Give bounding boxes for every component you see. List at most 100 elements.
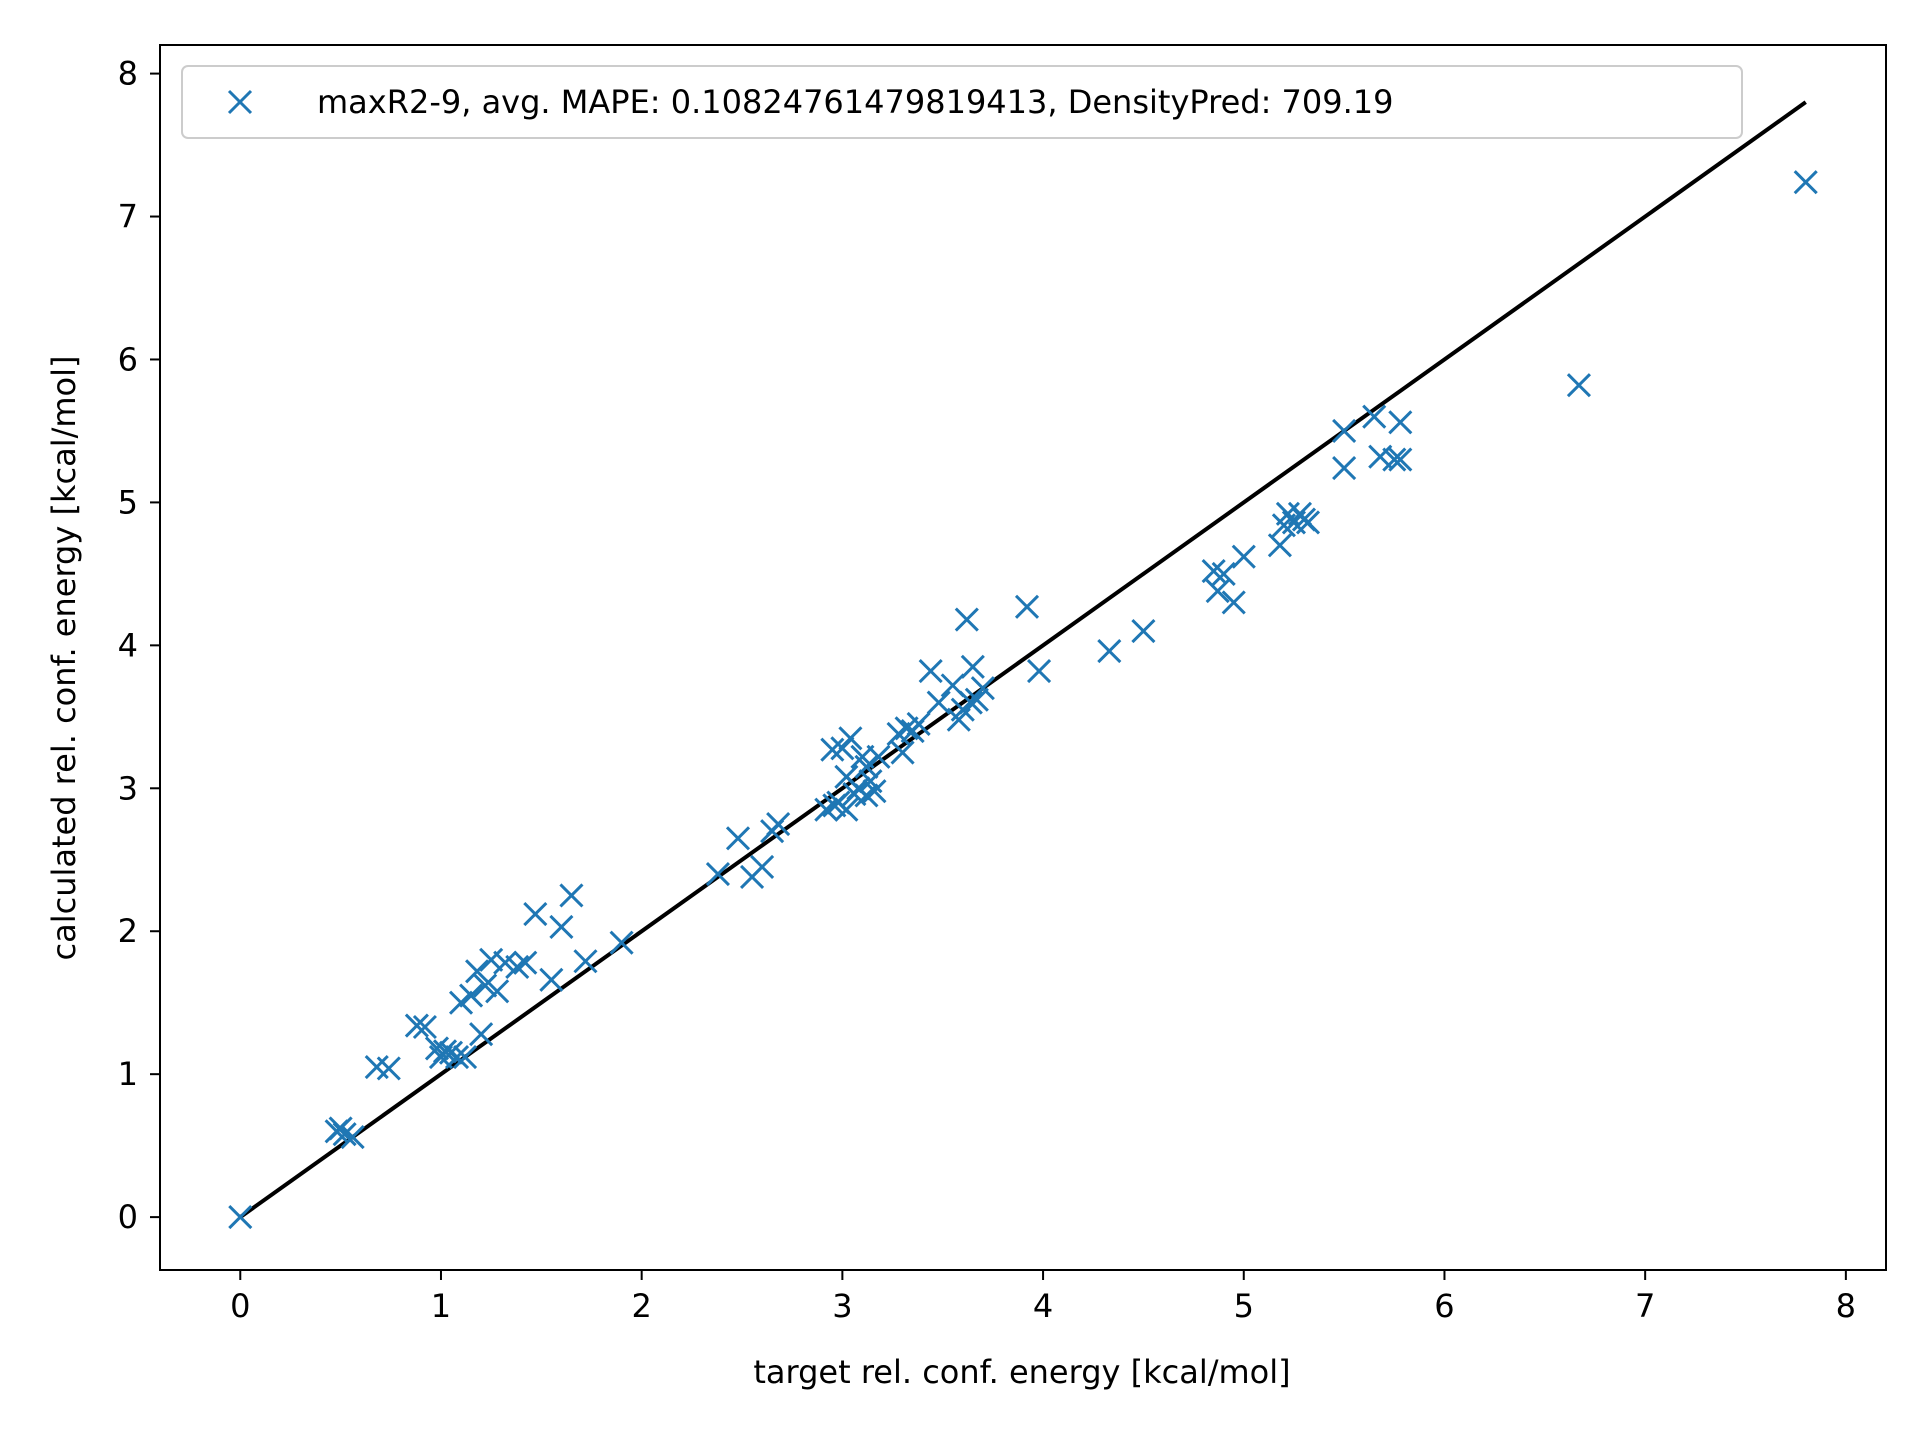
data-point-stroke bbox=[1388, 410, 1413, 435]
y-tick-label: 2 bbox=[118, 912, 138, 950]
data-point bbox=[970, 676, 995, 701]
data-point bbox=[559, 883, 584, 908]
data-point bbox=[523, 902, 548, 927]
data-point-stroke bbox=[473, 973, 498, 998]
data-point-stroke bbox=[452, 1044, 478, 1070]
data-point-stroke bbox=[958, 690, 983, 715]
data-point bbox=[1332, 418, 1357, 443]
y-tick-label: 5 bbox=[118, 483, 138, 521]
data-point bbox=[838, 726, 863, 751]
data-point-stroke bbox=[1221, 590, 1246, 615]
data-point bbox=[452, 1044, 478, 1070]
data-point bbox=[573, 949, 598, 974]
legend: maxR2-9, avg. MAPE: 0.10824761479819413,… bbox=[181, 65, 1743, 139]
y-tick-label: 6 bbox=[118, 340, 138, 378]
data-point bbox=[1332, 456, 1357, 481]
data-point bbox=[485, 979, 510, 1004]
data-point bbox=[1097, 639, 1122, 664]
data-point bbox=[376, 1056, 401, 1081]
data-point-stroke bbox=[340, 1125, 365, 1150]
data-point-stroke bbox=[918, 659, 943, 684]
x-tick-label: 6 bbox=[1434, 1287, 1454, 1325]
data-point-stroke bbox=[1362, 404, 1387, 429]
data-point-stroke bbox=[432, 1039, 458, 1064]
data-point-stroke bbox=[1131, 618, 1156, 644]
data-point bbox=[725, 826, 751, 851]
data-point bbox=[432, 1039, 458, 1064]
data-point-stroke bbox=[814, 797, 839, 822]
ticks-layer: 0 1 2 3 4 5 6 7 8 0 1 2 3 4 5 6 7 8 bbox=[118, 44, 1887, 1325]
data-point bbox=[465, 959, 490, 984]
y-tick-label: 4 bbox=[118, 626, 138, 664]
data-point bbox=[505, 954, 530, 980]
data-point bbox=[820, 737, 845, 762]
y-axis-label: calculated rel. conf. energy [kcal/mol] bbox=[45, 356, 83, 961]
data-point-stroke bbox=[609, 930, 634, 955]
data-point-stroke bbox=[954, 607, 979, 632]
data-point bbox=[1388, 410, 1413, 435]
data-point-stroke bbox=[424, 1036, 450, 1061]
data-point-stroke bbox=[834, 764, 859, 789]
data-point-stroke bbox=[834, 797, 859, 822]
data-point bbox=[609, 930, 634, 955]
data-point bbox=[444, 1044, 470, 1070]
data-point-stroke bbox=[970, 676, 995, 701]
data-point bbox=[906, 711, 931, 737]
y-tick-label: 1 bbox=[118, 1055, 138, 1093]
data-point bbox=[473, 973, 498, 998]
data-point bbox=[1267, 533, 1292, 558]
data-point bbox=[964, 687, 989, 712]
data-point bbox=[1131, 618, 1156, 644]
data-point-stroke bbox=[766, 811, 791, 837]
data-point bbox=[766, 811, 791, 837]
data-point-stroke bbox=[906, 711, 931, 737]
y-tick-label: 8 bbox=[118, 55, 138, 93]
x-tick-label: 2 bbox=[631, 1287, 651, 1325]
data-point-stroke bbox=[376, 1056, 401, 1081]
data-point bbox=[1295, 510, 1321, 535]
data-point-stroke bbox=[469, 1022, 494, 1047]
data-point-stroke bbox=[1275, 501, 1300, 526]
data-point-stroke bbox=[820, 737, 845, 762]
data-point bbox=[404, 1013, 429, 1038]
x-axis-label: target rel. conf. energy [kcal/mol] bbox=[753, 1353, 1290, 1391]
x-tick-label: 4 bbox=[1033, 1287, 1053, 1325]
data-point bbox=[958, 690, 983, 715]
data-point bbox=[866, 744, 891, 769]
data-point-stroke bbox=[858, 769, 883, 794]
data-point-stroke bbox=[940, 673, 965, 698]
data-point-stroke bbox=[862, 779, 887, 804]
data-point-stroke bbox=[523, 902, 548, 927]
data-point bbox=[854, 783, 879, 808]
data-point-stroke bbox=[404, 1013, 429, 1038]
data-point bbox=[549, 914, 574, 940]
data-point bbox=[469, 1022, 494, 1047]
data-point bbox=[814, 797, 839, 822]
x-tick-label: 5 bbox=[1234, 1287, 1254, 1325]
data-point bbox=[1221, 590, 1246, 615]
data-point bbox=[1205, 578, 1230, 604]
data-point-stroke bbox=[964, 687, 989, 712]
x-tick-label: 7 bbox=[1635, 1287, 1655, 1325]
data-point-stroke bbox=[465, 959, 490, 984]
data-point-stroke bbox=[485, 979, 510, 1004]
data-point bbox=[228, 1205, 253, 1230]
x-tick-label: 8 bbox=[1836, 1287, 1856, 1325]
legend-marker-x bbox=[227, 89, 253, 115]
data-point-stroke bbox=[1332, 456, 1357, 481]
data-point bbox=[513, 950, 538, 975]
reference-line bbox=[239, 100, 1807, 1219]
data-point bbox=[1388, 447, 1413, 472]
data-point-stroke bbox=[725, 826, 751, 851]
data-point-stroke bbox=[448, 990, 474, 1015]
legend-marker-stroke bbox=[227, 89, 253, 115]
plot-layer bbox=[228, 100, 1818, 1230]
data-point bbox=[412, 1014, 437, 1040]
data-point-stroke bbox=[1368, 444, 1393, 469]
data-point-stroke bbox=[1388, 447, 1413, 472]
data-point-stroke bbox=[1014, 594, 1040, 619]
data-point-stroke bbox=[479, 947, 504, 972]
data-point-stroke bbox=[332, 1122, 357, 1147]
